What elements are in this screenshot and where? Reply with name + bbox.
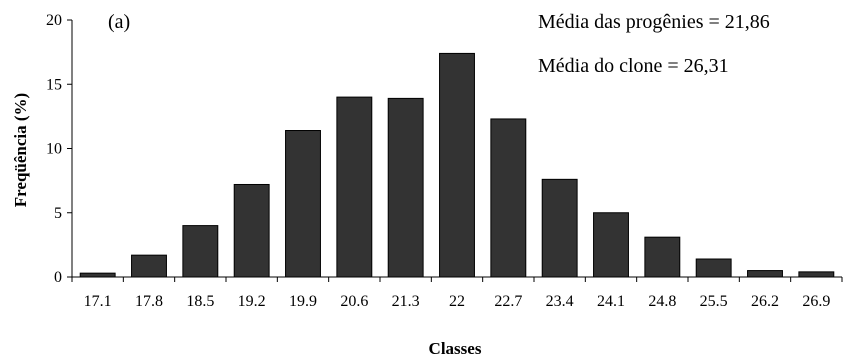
x-tick-label: 22 <box>449 293 465 310</box>
y-tick-label: 15 <box>46 76 62 93</box>
bar-19-9 <box>285 130 321 278</box>
bar-20-6 <box>336 96 373 278</box>
x-tick-label: 24.8 <box>648 293 676 310</box>
bar-21-3 <box>387 97 424 278</box>
y-tick-label: 20 <box>46 12 62 29</box>
x-tick-label: 22.7 <box>494 293 522 310</box>
y-tick-label: 10 <box>46 141 62 158</box>
x-tick-label: 19.9 <box>289 293 317 310</box>
bar-24-1 <box>593 212 629 278</box>
annotation-clone-mean: Média do clone = 26,31 <box>538 55 729 77</box>
bar-23-4 <box>541 178 578 278</box>
x-tick-label: 24.1 <box>597 293 625 310</box>
bar-25-5 <box>695 258 732 278</box>
bar-18-5 <box>182 225 219 278</box>
y-axis-title: Freqüência (%) <box>11 93 30 207</box>
bar-17-1 <box>79 272 116 278</box>
x-tick-label: 17.1 <box>84 293 112 310</box>
bars-group <box>79 52 835 278</box>
y-ticks-group: 0 5 10 15 20 <box>46 12 72 286</box>
annotation-progeny-mean: Média das progênies = 21,86 <box>538 11 770 33</box>
x-tick-label: 19.2 <box>238 293 266 310</box>
x-tick-label: 21.3 <box>392 293 420 310</box>
x-tick-label: 17.8 <box>135 293 163 310</box>
bar-26-9 <box>798 271 835 278</box>
x-ticks-group: 17.1 17.8 18.5 19.2 19.9 20.6 21.3 22 22.7 23.4 24… <box>71 277 843 310</box>
x-tick-label: 25.5 <box>700 293 728 310</box>
x-tick-label: 26.9 <box>802 293 830 310</box>
x-axis-title: Classes <box>429 339 482 358</box>
bar-22 <box>439 52 475 278</box>
y-tick-label: 0 <box>54 269 62 286</box>
y-tick-label: 5 <box>54 205 62 222</box>
bar-17-8 <box>131 254 167 278</box>
x-tick-label: 26.2 <box>751 293 779 310</box>
bar-22-7 <box>490 118 527 278</box>
x-tick-label: 23.4 <box>546 293 574 310</box>
x-tick-label: 20.6 <box>340 293 368 310</box>
bar-24-8 <box>644 236 681 278</box>
bar-19-2 <box>233 183 270 278</box>
x-tick-label: 18.5 <box>186 293 214 310</box>
panel-label: (a) <box>108 11 130 33</box>
bar-26-2 <box>747 270 783 278</box>
